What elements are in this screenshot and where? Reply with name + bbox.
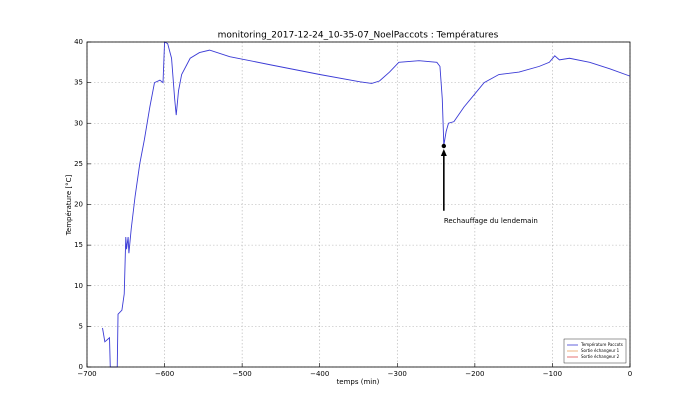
- y-tick-label: 0: [79, 363, 83, 371]
- x-tick-label: 0: [628, 370, 632, 378]
- y-tick-label: 40: [74, 38, 83, 46]
- y-tick-label: 5: [79, 322, 83, 330]
- y-tick-label: 30: [74, 119, 83, 127]
- y-tick-label: 25: [74, 160, 83, 168]
- x-tick-label: −600: [155, 370, 174, 378]
- y-tick-label: 20: [74, 201, 83, 209]
- x-tick-label: −100: [543, 370, 562, 378]
- x-tick-label: −400: [310, 370, 329, 378]
- x-axis-label: temps (min): [337, 378, 380, 386]
- y-tick-label: 35: [74, 79, 83, 87]
- series-line: [102, 41, 631, 368]
- x-tick-label: −200: [465, 370, 484, 378]
- annotation-text: Rechauffage du lendemain: [444, 217, 538, 225]
- legend-label: Température Paccots: [580, 342, 623, 347]
- y-axis-label: Température [°C]: [65, 175, 73, 237]
- plot-frame: [86, 41, 631, 368]
- chart-title: monitoring_2017-12-24_10-35-07_NoelPacco…: [218, 30, 499, 41]
- legend-label: Sortie échangeur 2: [581, 354, 620, 359]
- annotation-arrowhead: [440, 149, 447, 156]
- x-tick-label: −300: [388, 370, 407, 378]
- annotation-point: [441, 143, 447, 149]
- y-tick-label: 10: [74, 282, 83, 290]
- x-tick-label: −700: [77, 370, 96, 378]
- x-tick-label: −500: [233, 370, 252, 378]
- legend-label: Sortie échangeur 1: [581, 348, 620, 353]
- y-tick-label: 15: [74, 241, 83, 249]
